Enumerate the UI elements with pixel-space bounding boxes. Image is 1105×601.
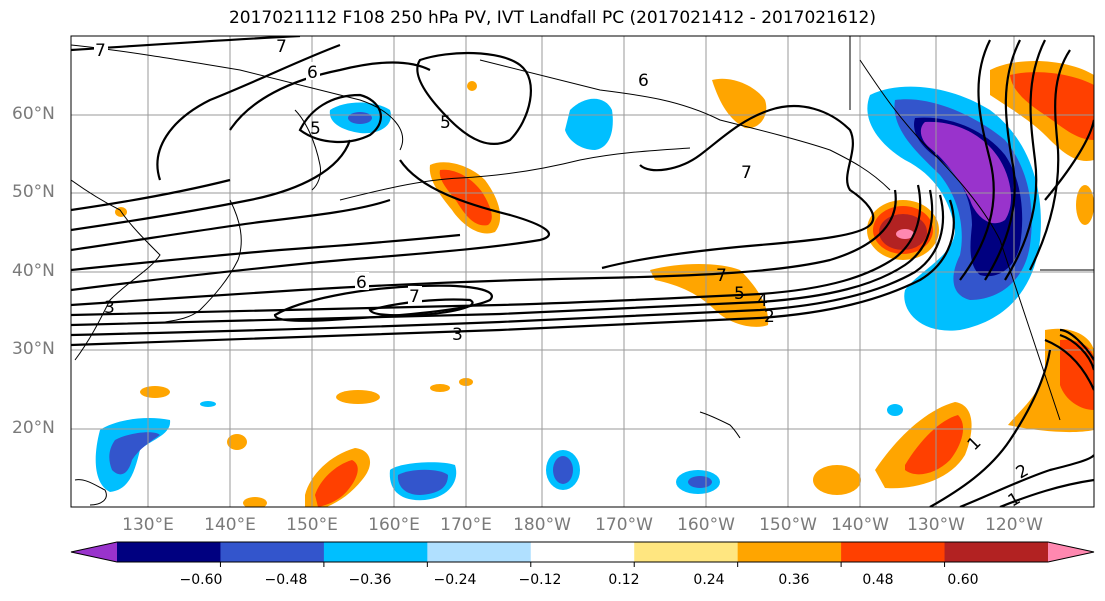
colorbar-tick-label-2: −0.48 bbox=[264, 572, 308, 588]
lon-label-140e: 140°E bbox=[204, 515, 256, 535]
colorbar-tick-label-1: −0.60 bbox=[179, 572, 223, 588]
colorbar-tick-label-5: −0.12 bbox=[518, 572, 562, 588]
lon-label-130w: 130°W bbox=[907, 515, 965, 535]
shading-layer bbox=[95, 60, 1094, 507]
lat-label-20: 20°N bbox=[12, 418, 55, 438]
negative-blob-163w-core bbox=[688, 476, 712, 488]
contour-label-9: 7 bbox=[409, 287, 420, 307]
contour-label-14: 2 bbox=[764, 307, 775, 327]
colorbar-segment bbox=[323, 542, 428, 562]
small-positive-3 bbox=[336, 390, 380, 404]
colorbar bbox=[70, 541, 1095, 567]
colorbar-segment bbox=[841, 542, 946, 562]
lon-label-120w: 120°W bbox=[985, 515, 1043, 535]
colorbar-segment bbox=[944, 542, 1049, 562]
colorbar-tick-label-8: 0.36 bbox=[778, 572, 810, 588]
graticule bbox=[71, 36, 1094, 507]
map-title: 2017021112 F108 250 hPa PV, IVT Landfall… bbox=[228, 8, 876, 28]
small-positive-2 bbox=[227, 434, 247, 450]
colorbar-segment bbox=[71, 542, 117, 562]
small-negative-2 bbox=[887, 404, 903, 416]
coast-west-pacific-islands bbox=[74, 479, 107, 506]
negative-region-coast-peak bbox=[920, 121, 1012, 224]
plot-frame bbox=[70, 35, 1095, 508]
colorbar-segment bbox=[1048, 542, 1094, 562]
positive-blob-150w bbox=[712, 78, 767, 129]
positive-blob-153w bbox=[813, 465, 861, 495]
coast-nw-america bbox=[859, 59, 1061, 421]
colorbar-segment bbox=[737, 542, 842, 562]
pv-contours bbox=[71, 36, 1094, 507]
negative-blob-165e-core bbox=[397, 469, 448, 495]
lon-label-170e: 170°E bbox=[440, 515, 492, 535]
colorbar-segment bbox=[634, 542, 739, 562]
contour-label-16: 1 bbox=[964, 433, 986, 455]
colorbar-segment bbox=[117, 542, 221, 562]
lat-label-50: 50°N bbox=[12, 182, 55, 202]
contour-label-5: 5 bbox=[310, 119, 321, 139]
colorbar-segment bbox=[530, 542, 635, 562]
coast-asia bbox=[71, 179, 161, 361]
colorbar-outline bbox=[70, 541, 1095, 563]
colorbar-segment bbox=[220, 542, 325, 562]
colorbar-segment bbox=[427, 542, 532, 562]
lon-label-160e: 160°E bbox=[368, 515, 420, 535]
colorbar-tick-label-7: 0.24 bbox=[693, 572, 725, 588]
lon-label-140w: 140°W bbox=[831, 515, 889, 535]
contour-label-15: 3 bbox=[452, 325, 463, 345]
contour-label-7: 7 bbox=[741, 163, 752, 183]
small-positive-8 bbox=[243, 497, 267, 507]
colorbar-tick-label-10: 0.60 bbox=[947, 572, 979, 588]
contour-label-1: 7 bbox=[95, 41, 106, 61]
negative-blob-kamchatka-core bbox=[348, 112, 372, 124]
coast-japan bbox=[164, 199, 242, 323]
negative-blob-west-pacific-core bbox=[109, 432, 160, 475]
coast-alaska bbox=[479, 59, 891, 191]
coast-kamchatka bbox=[294, 109, 321, 191]
coastlines bbox=[71, 36, 1094, 506]
coast-siberia bbox=[71, 44, 404, 151]
contour-label-11: 7 bbox=[716, 266, 727, 286]
colorbar-tick-label-4: −0.24 bbox=[433, 572, 477, 588]
lon-label-150w: 150°W bbox=[759, 515, 817, 535]
positive-region-southeast-inner bbox=[1060, 339, 1094, 410]
negative-blob-bering bbox=[565, 98, 613, 150]
positive-blob-145w-peak bbox=[896, 229, 914, 239]
small-positive-1 bbox=[140, 386, 170, 398]
small-positive-7 bbox=[467, 81, 477, 91]
contour-label-8: 6 bbox=[356, 273, 367, 293]
small-negative-1 bbox=[200, 401, 216, 407]
contour-label-17: 2 bbox=[1013, 461, 1032, 484]
contour-label-6: 5 bbox=[440, 113, 451, 133]
contour-label-10: 3 bbox=[104, 298, 115, 318]
small-positive-4 bbox=[430, 384, 450, 392]
negative-blob-178w-core bbox=[553, 456, 573, 484]
lon-label-150e: 150°E bbox=[286, 515, 338, 535]
coast-hawaii bbox=[699, 411, 741, 439]
contour-label-4: 6 bbox=[638, 71, 649, 91]
contour-label-2: 7 bbox=[276, 37, 287, 57]
contour-label-13: 4 bbox=[757, 291, 768, 311]
small-positive-9 bbox=[1076, 185, 1094, 225]
coast-aleutians bbox=[339, 147, 691, 201]
lon-label-160w: 160°W bbox=[677, 515, 735, 535]
lat-label-40: 40°N bbox=[12, 261, 55, 281]
colorbar-tick-label-3: −0.36 bbox=[348, 572, 392, 588]
contour-label-3: 6 bbox=[307, 63, 318, 83]
contour-label-12: 5 bbox=[734, 284, 745, 304]
lon-label-130e: 130°E bbox=[122, 515, 174, 535]
lat-label-60: 60°N bbox=[12, 104, 55, 124]
lon-label-180w: 180°W bbox=[513, 515, 571, 535]
lat-label-30: 30°N bbox=[12, 339, 55, 359]
lon-label-170w: 170°W bbox=[595, 515, 653, 535]
colorbar-tick-label-6: 0.12 bbox=[608, 572, 640, 588]
positive-blob-157e-inner bbox=[315, 460, 358, 507]
colorbar-tick-label-9: 0.48 bbox=[862, 572, 894, 588]
positive-region-138w-inner bbox=[905, 415, 964, 475]
